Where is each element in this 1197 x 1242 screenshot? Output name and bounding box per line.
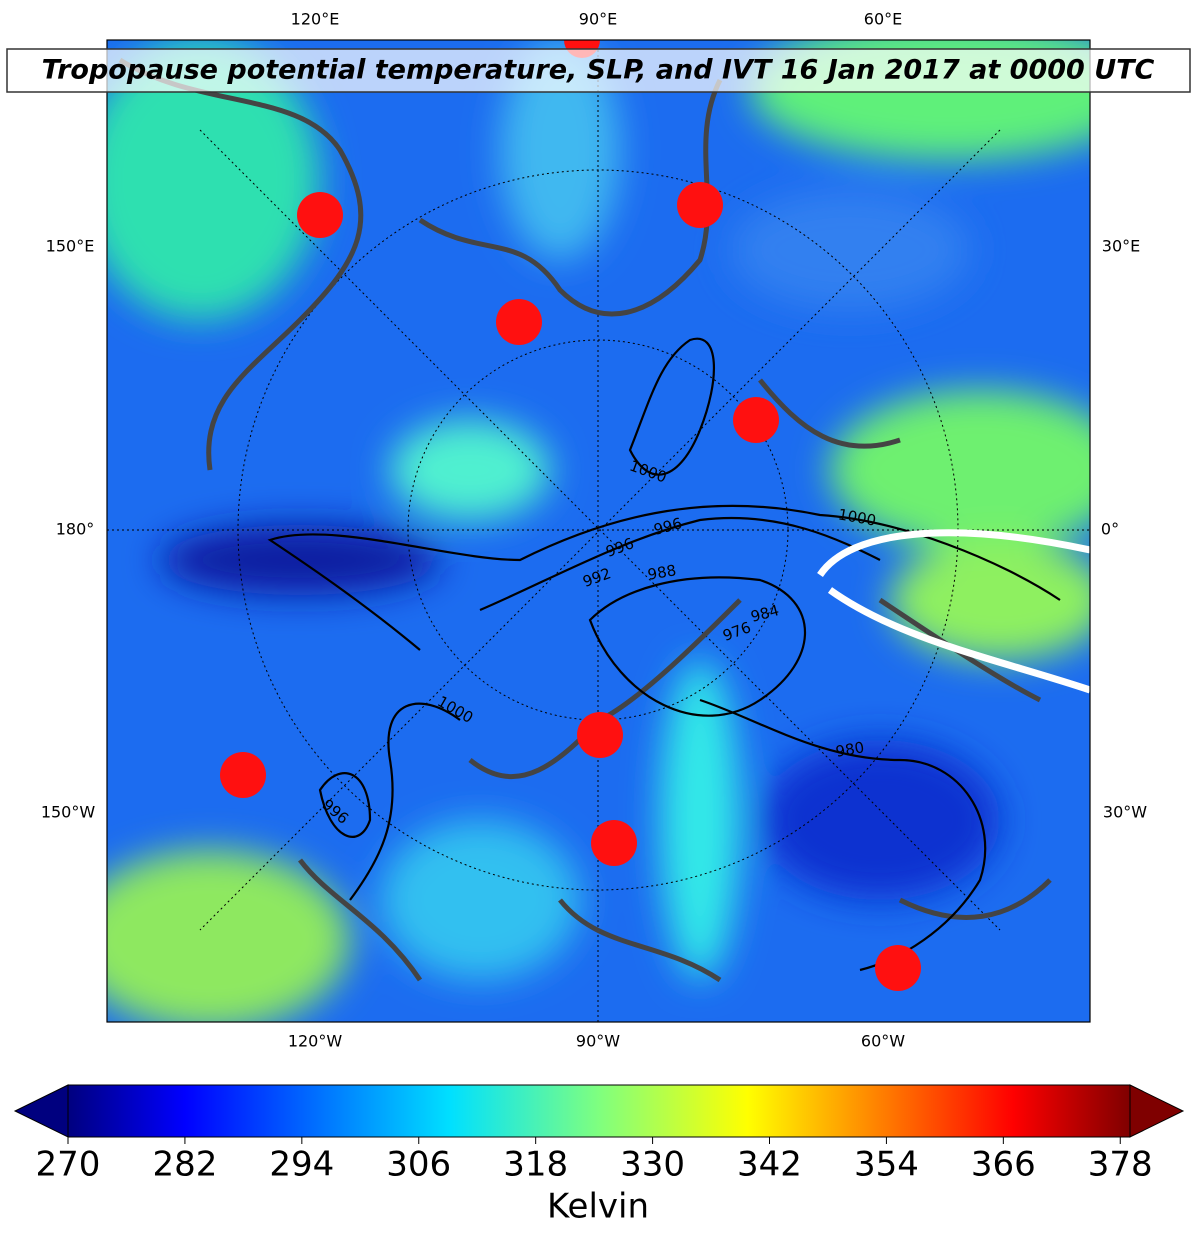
longitude-label: 30°E bbox=[1102, 237, 1140, 256]
colorbar bbox=[68, 1085, 1130, 1137]
longitude-label: 30°W bbox=[1103, 803, 1147, 822]
longitude-label: 180° bbox=[56, 520, 95, 539]
colorbar-tick-label: 330 bbox=[620, 1145, 685, 1185]
title: Tropopause potential temperature, SLP, a… bbox=[42, 55, 1155, 86]
colorbar-extend-low bbox=[13, 1084, 69, 1138]
colorbar-frame bbox=[67, 1084, 1131, 1138]
colorbar-tick-label: 270 bbox=[36, 1145, 101, 1185]
colorbar-tick-label: 318 bbox=[503, 1145, 568, 1185]
contour-label: 988 bbox=[646, 561, 677, 584]
longitude-label: 120°E bbox=[291, 10, 340, 29]
colorbar-tick-label: 378 bbox=[1088, 1145, 1153, 1185]
colorbar-tick-label: 354 bbox=[854, 1145, 919, 1185]
longitude-label: 150°E bbox=[46, 237, 95, 256]
colorbar-tick-label: 306 bbox=[386, 1145, 451, 1185]
colorbar-label: Kelvin bbox=[547, 1187, 649, 1227]
title-box bbox=[6, 48, 1191, 93]
colorbar-tick-label: 366 bbox=[971, 1145, 1036, 1185]
longitude-label: 90°W bbox=[576, 1032, 620, 1051]
longitude-label: 60°E bbox=[864, 10, 902, 29]
contour-label: 980 bbox=[834, 738, 865, 761]
colorbar-tick-label: 294 bbox=[269, 1145, 334, 1185]
longitude-label: 0° bbox=[1101, 520, 1119, 539]
longitude-label: 120°W bbox=[288, 1032, 343, 1051]
colorbar-tick-label: 282 bbox=[152, 1145, 217, 1185]
longitude-label: 90°E bbox=[579, 10, 617, 29]
map-field bbox=[107, 40, 1090, 1022]
colorbar-tick-label: 342 bbox=[737, 1145, 802, 1185]
longitude-label: 150°W bbox=[41, 803, 96, 822]
longitude-label: 60°W bbox=[861, 1032, 905, 1051]
colorbar-extend-high bbox=[1129, 1084, 1185, 1138]
